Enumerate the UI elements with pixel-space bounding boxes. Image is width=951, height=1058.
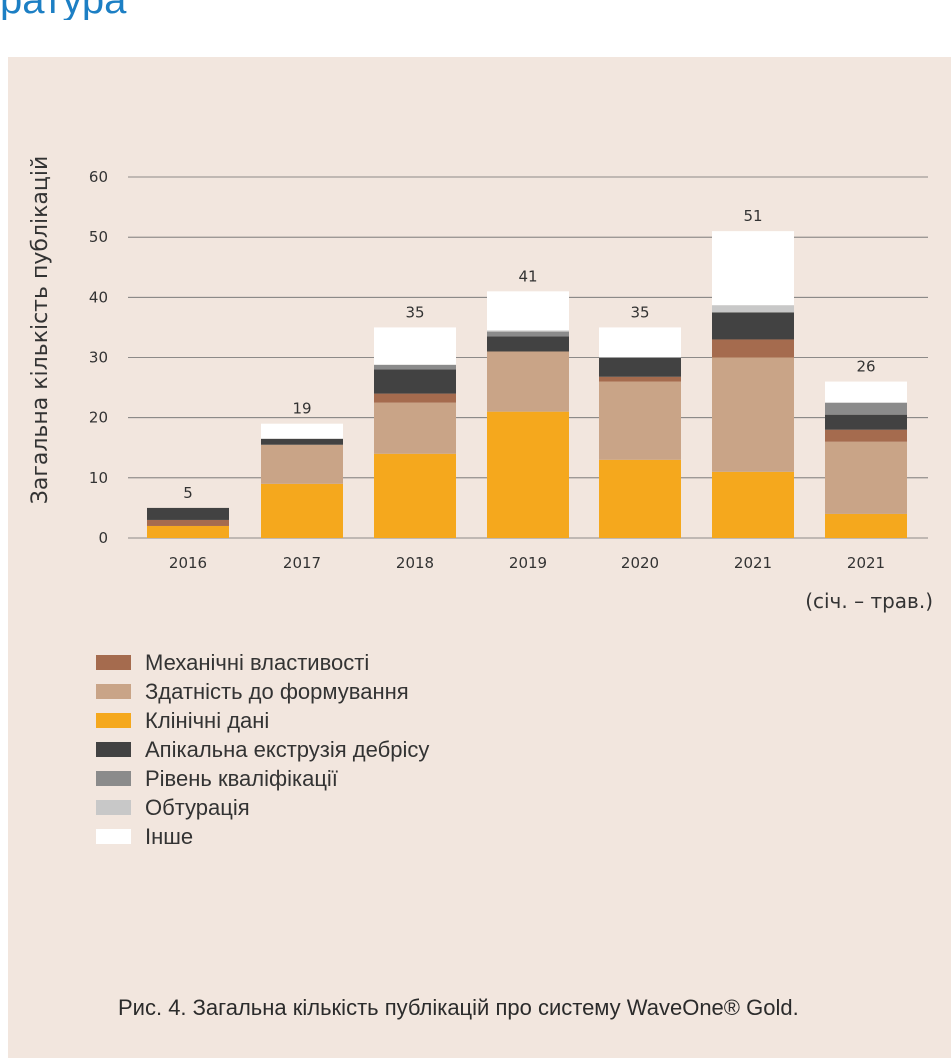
legend-label: Обтурація — [145, 794, 250, 820]
legend-swatch — [96, 829, 131, 844]
bar-segment — [712, 231, 794, 306]
legend-swatch — [96, 800, 131, 815]
bar-segment — [487, 331, 569, 337]
bar-segment — [599, 381, 681, 460]
bar-segment — [261, 438, 343, 445]
legend-swatch — [96, 713, 131, 728]
bar-segment — [599, 327, 681, 358]
legend-item: Інше — [96, 822, 429, 851]
legend-swatch — [96, 742, 131, 757]
figure-panel — [8, 57, 951, 1058]
bar-total-label: 26 — [856, 358, 875, 376]
legend-item: Клінічні дані — [96, 706, 429, 735]
bar-segment — [712, 339, 794, 358]
bar-total-label: 5 — [183, 484, 193, 502]
bar-segment — [487, 411, 569, 538]
chart-legend: Механічні властивості Здатність до формув… — [96, 648, 429, 851]
bar-segment — [374, 327, 456, 365]
bar-segment — [599, 376, 681, 382]
bar-segment — [487, 336, 569, 352]
bar-segment — [825, 513, 907, 538]
bar-segment — [487, 291, 569, 331]
bar-segment — [261, 423, 343, 439]
bar-segment — [374, 393, 456, 403]
bar-segment — [825, 414, 907, 430]
bar-total-label: 51 — [743, 207, 762, 225]
x-tick-label: 2021 — [734, 554, 772, 572]
bar-segment — [374, 402, 456, 454]
bar-segment — [147, 525, 229, 538]
legend-label: Рівень кваліфікації — [145, 765, 338, 791]
y-tick-label: 30 — [89, 349, 108, 367]
bar-segment — [374, 369, 456, 394]
legend-item: Апікальна екструзія дебрісу — [96, 735, 429, 764]
legend-item: Механічні властивості — [96, 648, 429, 677]
legend-label: Апікальна екструзія дебрісу — [145, 736, 430, 762]
legend-label: Інше — [145, 823, 194, 849]
bar-segment — [261, 483, 343, 538]
bar-segment — [825, 441, 907, 514]
bar-segment — [712, 471, 794, 538]
bar-total-label: 35 — [405, 303, 424, 321]
y-tick-label: 20 — [89, 409, 108, 427]
x-tick-label: 2018 — [396, 554, 434, 572]
bar-segment — [825, 381, 907, 403]
bar-segment — [712, 357, 794, 472]
section-title-text: ратура — [0, 0, 126, 20]
bar-segment — [599, 357, 681, 377]
bar-segment — [712, 305, 794, 313]
y-axis-label: Загальна кількість публікацій — [28, 156, 53, 505]
x-tick-label: 2021 — [847, 554, 885, 572]
bar-segment — [825, 402, 907, 415]
legend-label: Здатність до формування — [145, 678, 409, 704]
legend-swatch — [96, 771, 131, 786]
bar-segment — [147, 519, 229, 526]
y-tick-label: 10 — [89, 469, 108, 487]
legend-swatch — [96, 655, 131, 670]
bar-segment — [487, 330, 569, 332]
bar-segment — [599, 459, 681, 538]
bar-total-label: 41 — [518, 267, 537, 285]
x-tick-label: 2017 — [283, 554, 321, 572]
x-tick-label: 2020 — [621, 554, 659, 572]
x-tick-label: 2016 — [169, 554, 207, 572]
bar-segment — [712, 312, 794, 340]
legend-label: Клінічні дані — [145, 707, 270, 733]
y-tick-label: 50 — [89, 228, 108, 246]
bar-segment — [261, 444, 343, 484]
bar-segment — [374, 453, 456, 538]
bar-segment — [374, 364, 456, 370]
bar-total-label: 35 — [630, 303, 649, 321]
bar-segment — [825, 429, 907, 442]
figure-caption: Рис. 4. Загальна кількість публікацій пр… — [118, 995, 799, 1020]
stacked-bar-chart: Загальна кількість публікацій 0 10 20 30 40 50… — [28, 156, 933, 613]
legend-item: Рівень кваліфікації — [96, 764, 429, 793]
legend-item: Здатність до формування — [96, 677, 429, 706]
x-tick-label: 2019 — [509, 554, 547, 572]
bar-segment — [147, 507, 229, 520]
legend-label: Механічні властивості — [145, 649, 370, 675]
section-title-fragment: ратура — [0, 0, 951, 20]
bar-segment — [487, 351, 569, 412]
legend-swatch — [96, 684, 131, 699]
y-tick-label: 40 — [89, 288, 108, 306]
legend-item: Обтурація — [96, 793, 429, 822]
x-tick-sublabel: (січ. – трав.) — [805, 589, 933, 613]
y-tick-label: 0 — [98, 529, 108, 547]
bar-total-label: 19 — [292, 400, 311, 418]
y-tick-label: 60 — [89, 168, 108, 186]
